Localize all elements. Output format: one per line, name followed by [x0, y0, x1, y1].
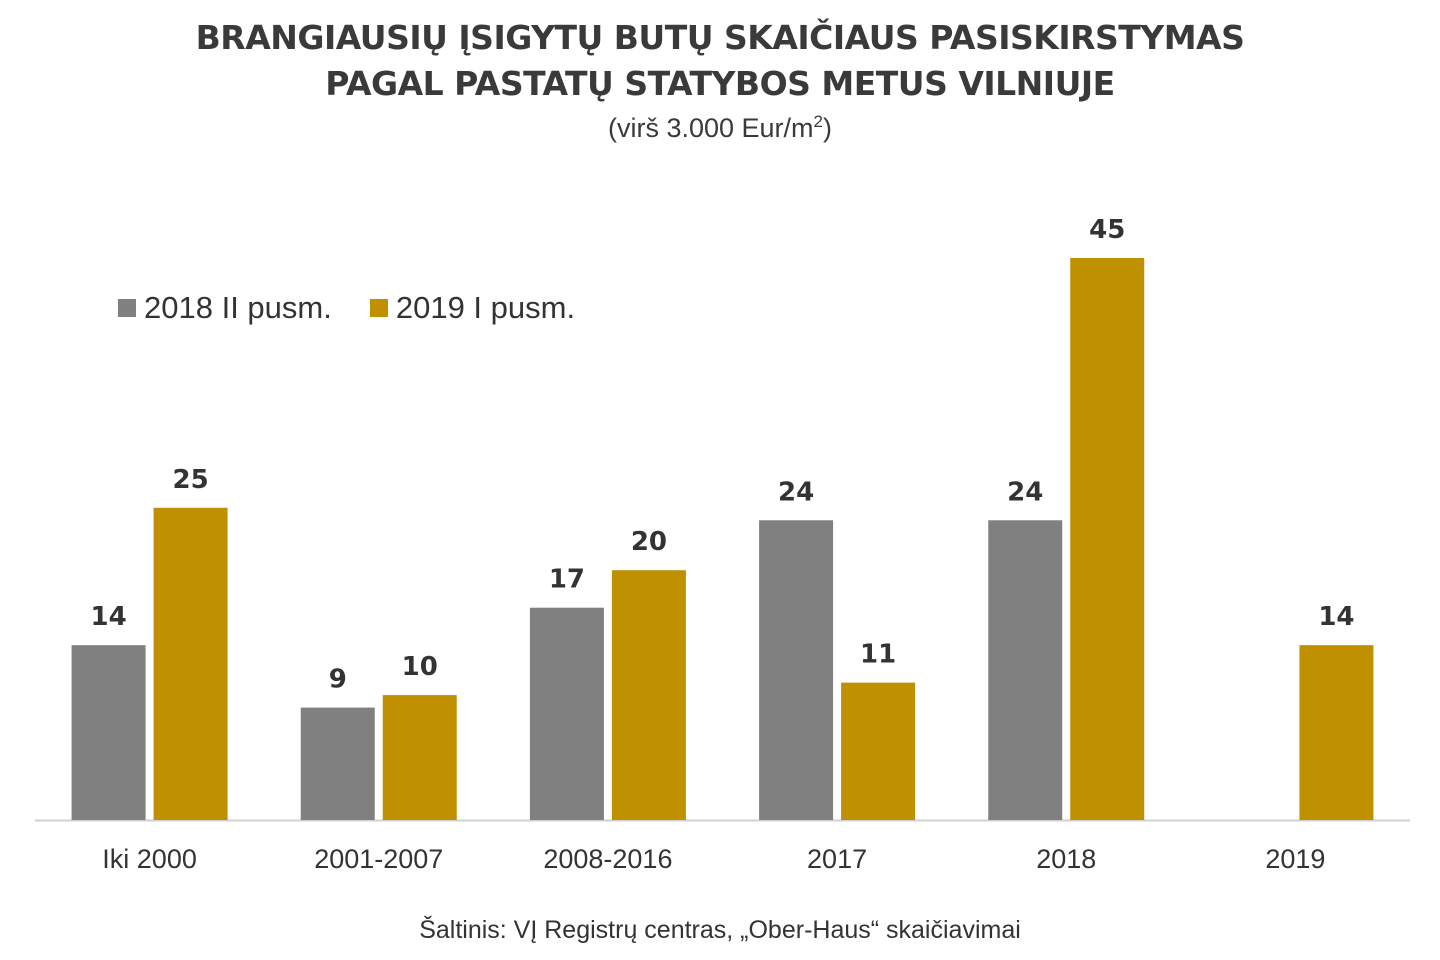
x-tick-label-5: 2019 — [1265, 844, 1325, 874]
data-label-series1-4: 24 — [1007, 477, 1043, 507]
bar-series2-5 — [1299, 645, 1374, 820]
data-label-series2-5: 14 — [1318, 602, 1354, 632]
chart-title-line2: PAGAL PASTATŲ STATYBOS METUS VILNIUJE — [325, 64, 1115, 103]
subtitle-suffix: ) — [823, 113, 833, 143]
bar-series2-2 — [611, 570, 686, 820]
data-label-series2-4: 45 — [1089, 215, 1125, 245]
x-tick-label-2: 2008-2016 — [543, 844, 672, 874]
bar-series1-0 — [71, 645, 146, 820]
legend-item-series1: 2018 II pusm. — [118, 290, 332, 326]
data-label-series2-0: 25 — [172, 465, 208, 495]
legend-label-series2: 2019 I pusm. — [395, 290, 576, 325]
x-tick-label-0: Iki 2000 — [102, 844, 197, 874]
bar-series2-4 — [1070, 258, 1145, 820]
data-label-series2-2: 20 — [631, 527, 667, 557]
legend-label-series1: 2018 II pusm. — [144, 290, 332, 325]
data-label-series2-1: 10 — [402, 652, 438, 682]
bar-series1-3 — [759, 520, 834, 820]
bar-series1-4 — [988, 520, 1063, 820]
subtitle-superscript: 2 — [813, 112, 824, 131]
chart-legend: 2018 II pusm. 2019 I pusm. — [118, 290, 613, 326]
legend-swatch-series2 — [369, 299, 388, 317]
x-tick-label-1: 2001-2007 — [314, 844, 443, 874]
data-label-series1-1: 9 — [329, 665, 347, 695]
bar-series2-3 — [841, 682, 916, 820]
bar-series1-1 — [300, 707, 375, 820]
bar-series1-2 — [529, 607, 604, 820]
bar-series2-0 — [153, 507, 228, 820]
legend-item-series2: 2019 I pusm. — [369, 290, 576, 326]
chart-source-note: Šaltinis: VĮ Registrų centras, „Ober-Hau… — [419, 916, 1021, 944]
data-label-series1-3: 24 — [778, 477, 814, 507]
data-label-series1-2: 17 — [549, 565, 585, 595]
chart-title-line1: BRANGIAUSIŲ ĮSIGYTŲ BUTŲ SKAIČIAUS PASIS… — [195, 18, 1245, 57]
data-label-series2-3: 11 — [860, 640, 896, 670]
x-tick-label-3: 2017 — [807, 844, 867, 874]
bar-series2-1 — [382, 695, 457, 820]
x-tick-label-4: 2018 — [1036, 844, 1096, 874]
data-label-series1-0: 14 — [90, 602, 126, 632]
chart-subtitle: (virš 3.000 Eur/m2) — [0, 112, 1440, 144]
subtitle-prefix: (virš 3.000 Eur/m — [607, 113, 814, 143]
legend-swatch-series1 — [118, 299, 136, 317]
